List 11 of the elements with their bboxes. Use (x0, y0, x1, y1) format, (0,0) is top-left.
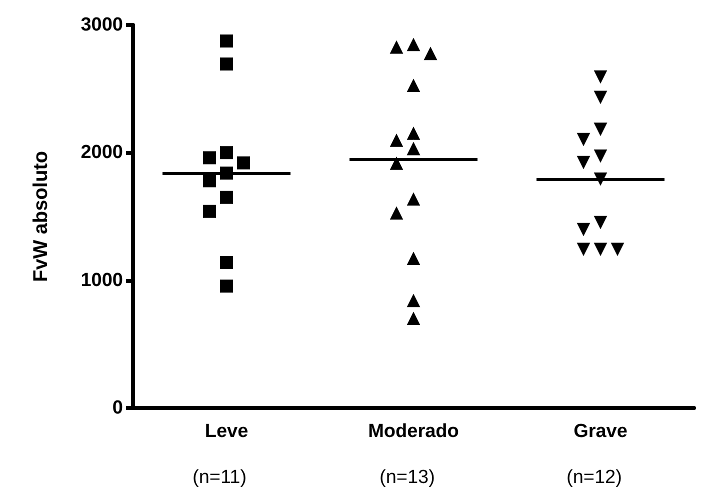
y-axis-title: FvW absoluto (30, 150, 52, 282)
x-tick-label: Moderado (368, 421, 459, 442)
y-tick-label: 1000 (80, 270, 123, 291)
x-tick-label: Grave (574, 421, 628, 442)
x-tick-label: Leve (204, 421, 248, 442)
y-tick-label: 0 (112, 398, 123, 418)
text: (n=12) (566, 467, 622, 488)
y-tick-label: 3000 (80, 14, 123, 36)
text: (n=13) (380, 467, 435, 488)
text: (n=11) (192, 467, 247, 488)
y-tick-label: 2000 (80, 142, 123, 164)
